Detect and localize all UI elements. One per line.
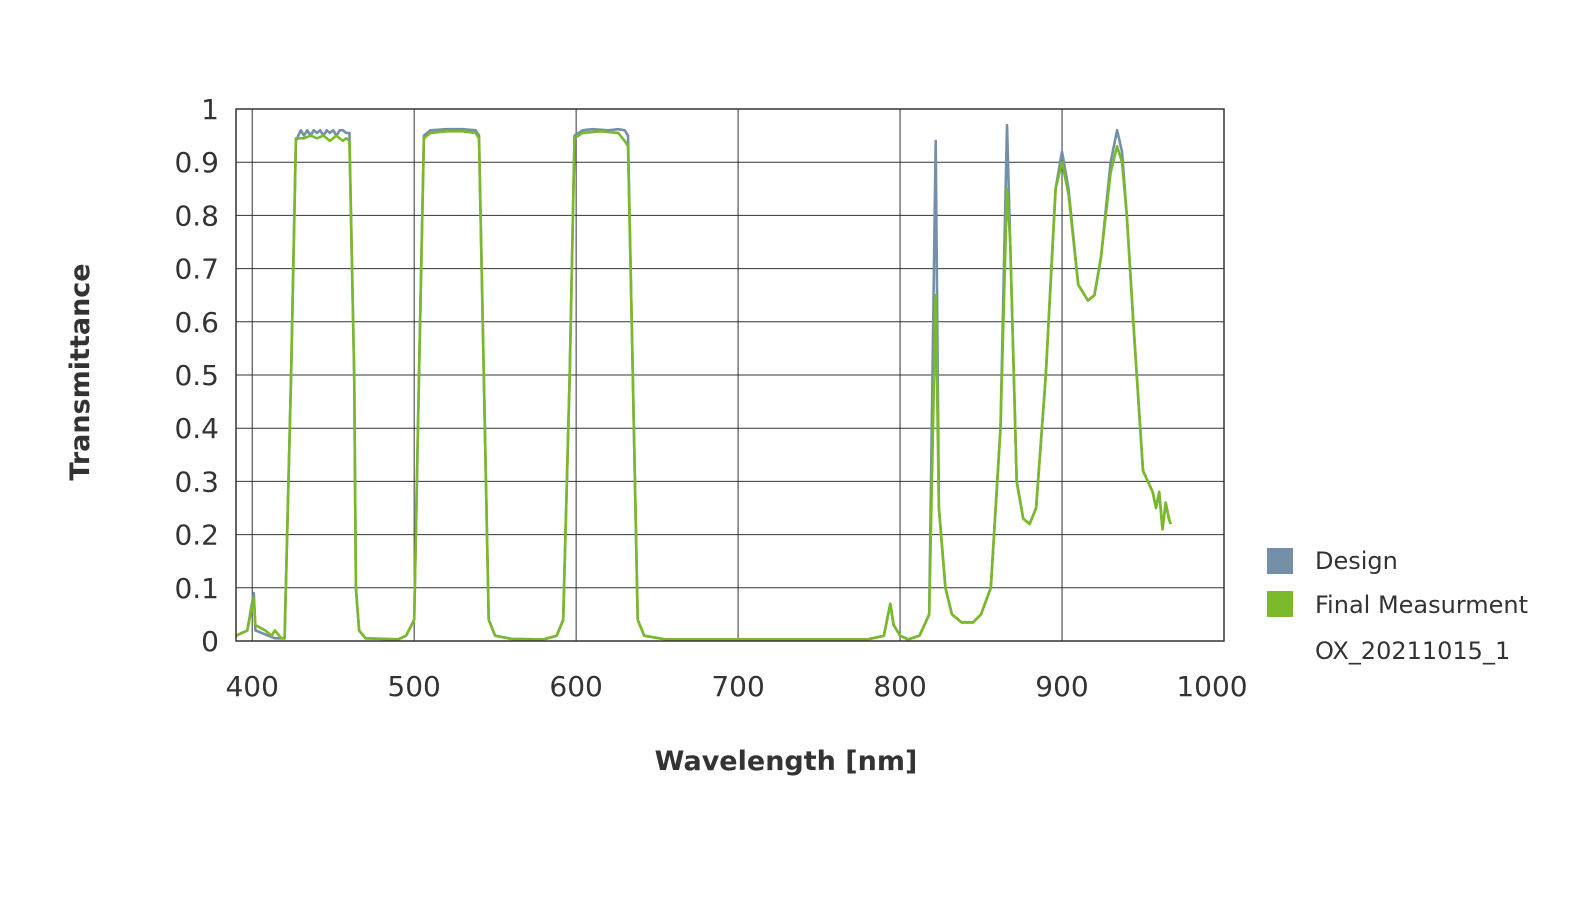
y-axis-title: Transmittance	[65, 263, 96, 480]
y-tick-label: 0.6	[174, 306, 219, 339]
y-tick-labels: 0 0.1 0.2 0.3 0.4 0.5 0.6 0.7 0.8 0.9 1	[174, 93, 219, 658]
x-tick-label: 700	[711, 670, 764, 703]
y-tick-label: 0.9	[174, 146, 219, 179]
x-tick-label: 400	[225, 670, 278, 703]
series-lines	[235, 123, 1172, 641]
x-tick-label: 800	[873, 670, 926, 703]
y-tick-label: 0.1	[174, 572, 219, 605]
x-tick-label: 500	[387, 670, 440, 703]
y-tick-label: 0	[201, 625, 219, 658]
y-tick-label: 0.7	[174, 253, 219, 286]
series-line-design	[235, 123, 1172, 641]
legend-label-final-measurment: Final Measurment	[1315, 591, 1528, 619]
legend: Design Final Measurment OX_20211015_1	[1267, 547, 1528, 665]
legend-note: OX_20211015_1	[1315, 637, 1510, 665]
x-tick-label: 1000	[1176, 670, 1247, 703]
legend-label-design: Design	[1315, 547, 1398, 575]
y-tick-label: 0.4	[174, 412, 219, 445]
x-tick-label: 600	[549, 670, 602, 703]
legend-swatch-final-measurment	[1267, 591, 1293, 617]
y-tick-label: 0.5	[174, 359, 219, 392]
plot-frame	[235, 108, 1225, 642]
series-line-final-measurment	[235, 130, 1172, 641]
y-tick-label: 0.8	[174, 199, 219, 232]
y-tick-label: 0.3	[174, 465, 219, 498]
y-tick-label: 1	[201, 93, 219, 126]
legend-swatch-design	[1267, 548, 1293, 574]
x-tick-labels: 400 500 600 700 800 900 1000	[225, 670, 1247, 703]
x-tick-label: 900	[1035, 670, 1088, 703]
grid	[236, 109, 1224, 641]
x-axis-title: Wavelength [nm]	[655, 746, 918, 777]
y-tick-label: 0.2	[174, 519, 219, 552]
